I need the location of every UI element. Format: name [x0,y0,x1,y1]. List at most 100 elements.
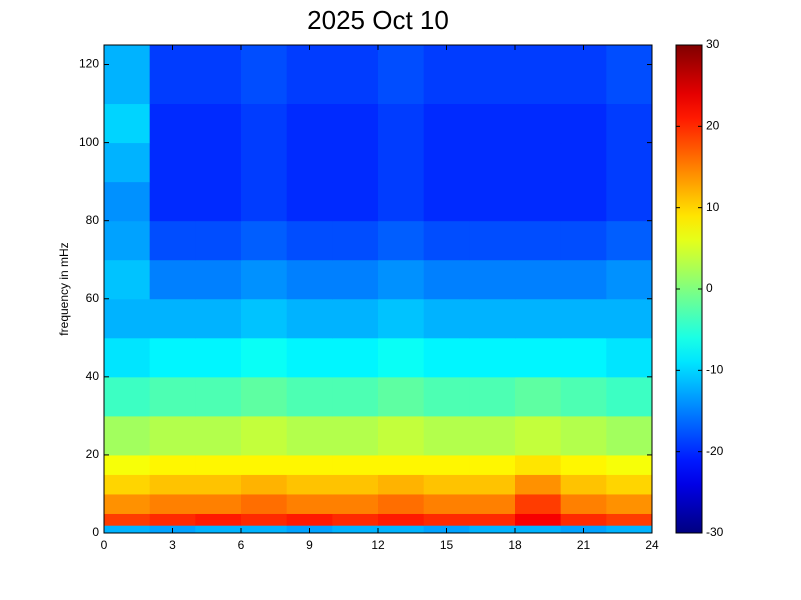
heatmap-cell [560,259,607,300]
heatmap-cell [104,513,151,526]
heatmap-cell [286,103,333,144]
heatmap-cell [378,259,425,300]
heatmap-cell [378,376,425,417]
heatmap-cell [332,376,379,417]
heatmap-cell [104,454,151,475]
heatmap-cell [423,337,470,378]
x-tick-label: 9 [306,538,313,552]
y-tick-label: 0 [92,525,99,539]
heatmap-cell [195,181,242,222]
heatmap-cell [560,415,607,456]
heatmap-cell [149,474,196,495]
heatmap-cell [104,474,151,495]
heatmap-cell [423,376,470,417]
heatmap-cell [606,103,653,144]
heatmap-cell [378,142,425,183]
heatmap-cell [286,337,333,378]
heatmap-cell [195,259,242,300]
heatmap-cell [332,220,379,261]
heatmap-cell [423,103,470,144]
heatmap-cell [149,376,196,417]
x-tick-label: 18 [508,538,522,552]
heatmap-cell [286,45,333,105]
colorbar-tick-label: -30 [706,525,724,539]
heatmap-cell [195,45,242,105]
x-tick-label: 24 [645,538,659,552]
heatmap-cell [104,376,151,417]
heatmap-cell [606,474,653,495]
heatmap-cell [378,415,425,456]
heatmap-cell [332,142,379,183]
heatmap-cell [606,181,653,222]
heatmap-cell [286,474,333,495]
heatmap-cell [606,454,653,475]
heatmap-cell [378,525,425,534]
heatmap-cell [241,142,288,183]
heatmap-cell [286,454,333,475]
heatmap-cell [104,45,151,105]
heatmap-cell [149,45,196,105]
heatmap-cell [241,493,288,514]
heatmap-cell [104,259,151,300]
heatmap-cell [195,142,242,183]
y-tick-label: 60 [86,291,100,305]
heatmap-cell [149,220,196,261]
heatmap-cell [606,513,653,526]
heatmap-cell [104,142,151,183]
heatmap-cell [378,337,425,378]
heatmap-cell [560,493,607,514]
y-axis-label: frequency in mHz [57,242,71,335]
heatmap-cell [195,415,242,456]
heatmap-cell [606,376,653,417]
heatmap-cell [423,454,470,475]
heatmap-cell [149,142,196,183]
heatmap-cell [469,493,516,514]
colorbar-tick-label: 20 [706,119,720,133]
heatmap-cell [515,259,562,300]
y-tick-label: 40 [86,369,100,383]
heatmap-cell [286,513,333,526]
heatmap-cell [378,493,425,514]
heatmap-cell [515,454,562,475]
x-tick-label: 15 [440,538,454,552]
heatmap-cell [241,259,288,300]
heatmap-cell [149,103,196,144]
heatmap-cell [241,415,288,456]
heatmap-cell [515,493,562,514]
heatmap-cell [378,513,425,526]
heatmap-cell [332,415,379,456]
heatmap-cell [286,181,333,222]
heatmap-cell [332,474,379,495]
heatmap-cell [423,220,470,261]
heatmap-cell [332,337,379,378]
heatmap-cell [104,103,151,144]
heatmap-cell [469,103,516,144]
heatmap-cell [560,376,607,417]
heatmap-cell [423,493,470,514]
colorbar-tick-label: 10 [706,200,720,214]
heatmap-cell [332,454,379,475]
heatmap-cell [104,493,151,514]
heatmap-cell [104,525,151,534]
heatmap-cell [104,181,151,222]
heatmap-cell [560,298,607,339]
heatmap-cell [286,298,333,339]
heatmap-cell [241,376,288,417]
heatmap-cell [469,45,516,105]
heatmap-cell [332,103,379,144]
heatmap-cell [104,415,151,456]
heatmap-cell [606,337,653,378]
heatmap-cell [195,474,242,495]
x-tick-label: 12 [371,538,385,552]
heatmap-cell [149,337,196,378]
heatmap-cell [378,103,425,144]
heatmap-cell [195,298,242,339]
heatmap-cell [241,181,288,222]
heatmap-cell [515,45,562,105]
heatmap-cell [104,298,151,339]
y-tick-label: 80 [86,213,100,227]
heatmap-cell [149,513,196,526]
heatmap-cell [423,142,470,183]
heatmap-cell [286,220,333,261]
heatmap-cell [515,474,562,495]
